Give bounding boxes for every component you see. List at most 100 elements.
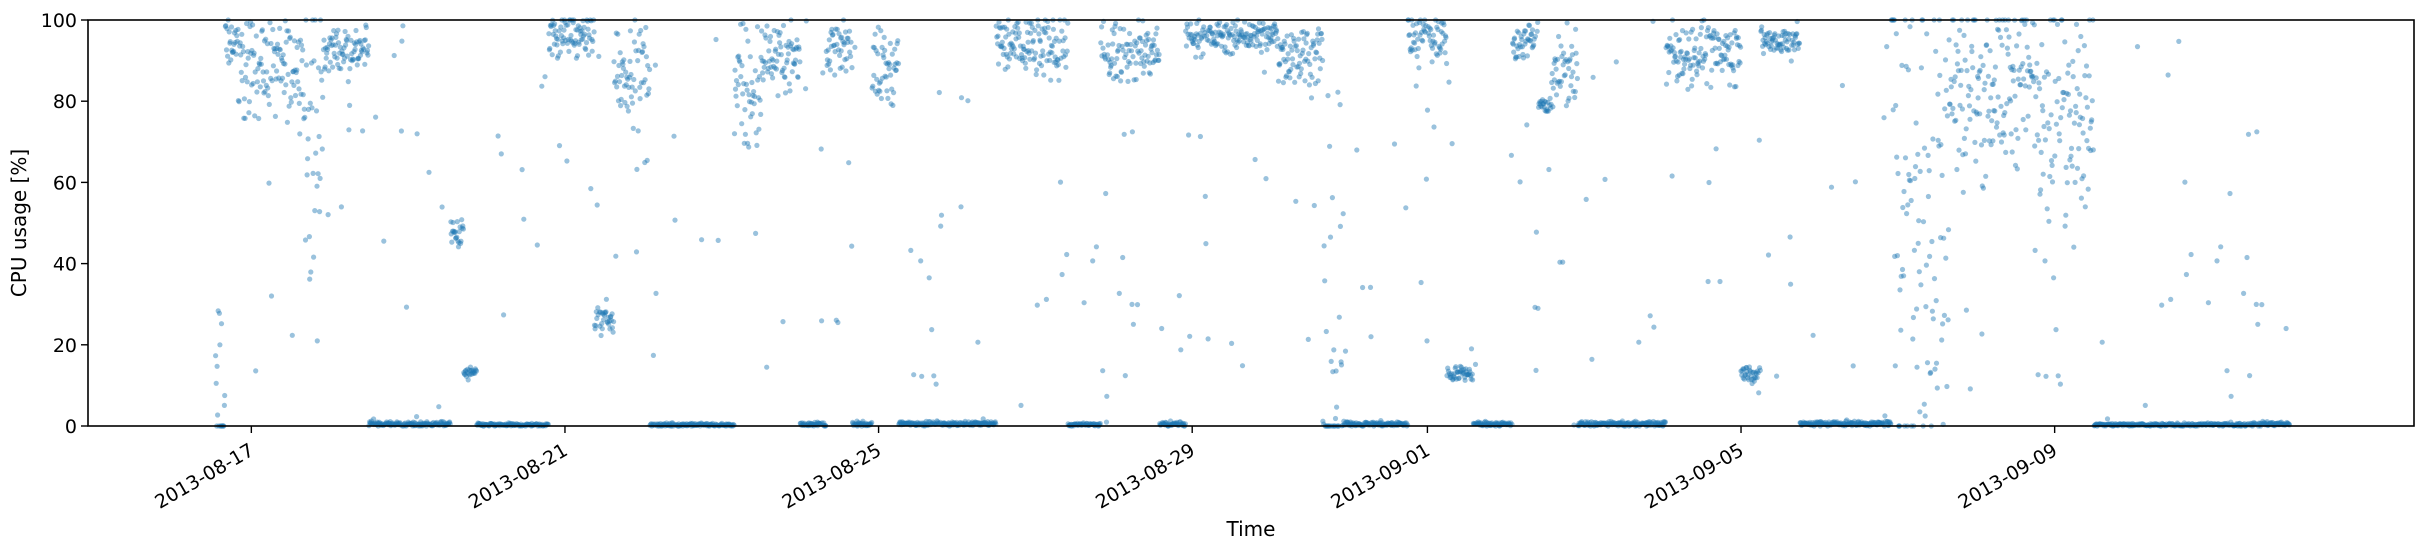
data-point: [1136, 35, 1143, 41]
data-point: [1202, 193, 1208, 199]
data-point: [1250, 42, 1256, 48]
data-point: [629, 84, 635, 90]
data-point: [1429, 59, 1435, 65]
data-point: [1120, 47, 1126, 53]
data-point: [258, 55, 264, 62]
data-point: [1992, 64, 1998, 70]
data-point: [676, 421, 682, 427]
data-point: [1221, 48, 1228, 54]
data-point: [1977, 67, 1983, 73]
data-point: [1265, 25, 1271, 31]
data-point: [230, 49, 236, 55]
data-point: [941, 420, 947, 426]
data-point: [387, 420, 393, 426]
data-point: [570, 40, 576, 46]
data-point: [1119, 43, 1125, 49]
data-point: [221, 402, 227, 408]
data-point: [341, 55, 348, 61]
data-point: [337, 50, 343, 56]
data-point: [2038, 149, 2044, 155]
x-tick-label: 2013-08-21: [465, 439, 572, 513]
data-point: [1703, 52, 1709, 58]
data-point: [1116, 42, 1122, 49]
data-point: [929, 327, 935, 333]
data-point: [1003, 34, 1009, 40]
data-point: [1354, 147, 1360, 153]
data-point: [529, 420, 535, 426]
data-point: [1754, 375, 1760, 381]
data-point: [444, 420, 450, 426]
data-point: [1268, 35, 1274, 41]
data-point: [992, 420, 998, 426]
data-point: [839, 34, 845, 41]
data-point: [322, 64, 328, 70]
data-point: [1053, 35, 1059, 41]
data-point: [334, 55, 340, 61]
data-point: [975, 420, 981, 426]
data-point: [1998, 139, 2005, 145]
data-point: [1684, 50, 1690, 57]
data-point: [888, 72, 894, 78]
data-point: [311, 254, 317, 260]
data-point: [818, 146, 824, 152]
data-point: [1056, 77, 1062, 83]
data-point: [1424, 338, 1430, 344]
data-point: [1174, 419, 1180, 425]
data-point: [1263, 34, 1269, 40]
data-point: [1337, 223, 1343, 229]
data-point: [1714, 31, 1720, 37]
data-point: [352, 46, 358, 53]
data-point: [623, 69, 629, 75]
data-point: [743, 81, 750, 87]
data-point: [604, 319, 610, 325]
data-point: [1964, 68, 1970, 74]
data-point: [1555, 56, 1561, 62]
data-point: [909, 420, 915, 426]
data-point: [995, 41, 1001, 47]
data-point: [796, 46, 802, 52]
data-point: [342, 28, 348, 35]
data-point: [1320, 57, 1326, 64]
data-point: [1257, 41, 1263, 47]
data-point: [1100, 368, 1106, 374]
data-point: [1221, 24, 1227, 30]
data-point: [852, 44, 858, 50]
data-point: [322, 45, 329, 51]
data-point: [748, 114, 754, 120]
data-point: [1214, 33, 1220, 39]
data-point: [2024, 44, 2030, 50]
data-point: [237, 40, 243, 46]
data-point: [688, 420, 694, 426]
data-point: [1651, 324, 1657, 330]
data-point: [1183, 43, 1189, 49]
data-point: [1532, 33, 1538, 40]
data-point: [633, 48, 639, 54]
data-point: [1229, 32, 1235, 38]
data-point: [1128, 41, 1134, 48]
data-point: [992, 419, 998, 425]
data-point: [1142, 42, 1149, 48]
data-point: [1315, 26, 1322, 32]
data-point: [831, 43, 837, 49]
data-point: [1442, 50, 1448, 56]
data-point: [643, 54, 650, 60]
data-point: [359, 49, 365, 55]
data-point: [1413, 83, 1419, 89]
data-point: [1706, 179, 1712, 186]
data-point: [1204, 37, 1210, 43]
data-point: [458, 240, 464, 246]
data-point: [1735, 35, 1741, 41]
data-point: [2023, 127, 2029, 133]
data-point: [1316, 40, 1322, 46]
data-point: [886, 60, 892, 66]
data-point: [381, 238, 387, 244]
data-point: [1961, 32, 1967, 39]
data-point: [1123, 41, 1129, 47]
data-point: [1930, 316, 1936, 322]
data-point: [332, 42, 339, 48]
data-point: [1534, 28, 1540, 34]
data-point: [1237, 32, 1243, 38]
data-point: [1765, 252, 1772, 258]
data-point: [761, 64, 767, 70]
data-point: [1990, 138, 1996, 144]
